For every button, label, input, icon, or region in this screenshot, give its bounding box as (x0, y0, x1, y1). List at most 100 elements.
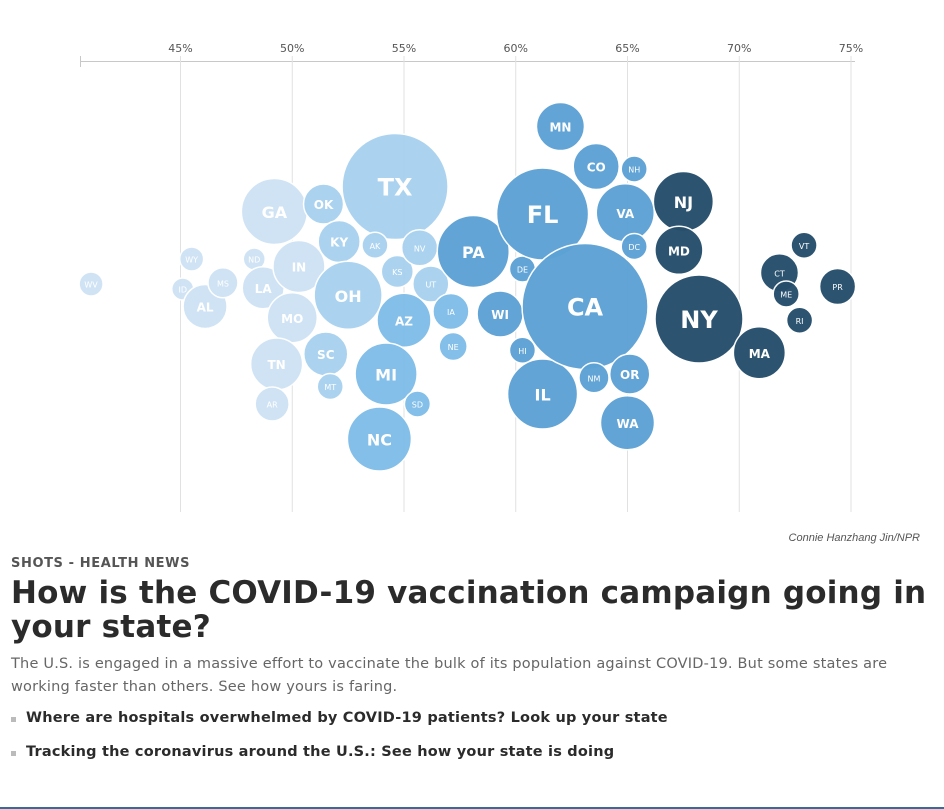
related-link-hospitals[interactable]: Where are hospitals overwhelmed by COVID… (26, 710, 668, 726)
bubble-label-il: IL (534, 386, 550, 405)
bubble-wa (599, 395, 656, 451)
bubble-label-tn: TN (267, 358, 285, 372)
bubble-label-pr: PR (832, 283, 843, 292)
bubble-mi (354, 342, 418, 406)
bubble-label-ak: AK (370, 242, 381, 251)
x-tick-label: 65% (615, 42, 639, 55)
bubble-dc (620, 232, 648, 261)
bubble-label-mo: MO (281, 312, 303, 326)
bubble-label-wy: WY (185, 256, 198, 265)
bubble-label-me: ME (780, 291, 792, 300)
bubble-label-nd: ND (248, 256, 260, 265)
bubble-az (376, 292, 432, 348)
bubble-mn (535, 101, 586, 152)
bottom-divider (0, 807, 944, 809)
bubble-label-mn: MN (549, 121, 571, 135)
bubble-label-ca: CA (567, 294, 604, 322)
bubble-wy (178, 246, 205, 272)
bubble-in (272, 239, 326, 294)
related-link-item[interactable]: Tracking the coronavirus around the U.S.… (11, 744, 668, 778)
bubble-label-al: AL (197, 301, 214, 315)
x-tick-label: 45% (168, 42, 192, 55)
bubble-label-ny: NY (680, 306, 718, 334)
bubble-label-wa: WA (617, 417, 640, 431)
story-headline[interactable]: How is the COVID-19 vaccination campaign… (11, 575, 927, 645)
bubble-label-dc: DC (628, 243, 640, 252)
bubble-pa (436, 214, 511, 289)
bubble-label-sc: SC (317, 348, 335, 362)
bubble-ar (254, 386, 290, 422)
bubble-label-wv: WV (84, 281, 98, 290)
bubble-md (654, 225, 704, 275)
bubble-label-wi: WI (491, 308, 509, 322)
bubble-label-ky: KY (330, 236, 348, 250)
vaccination-bubble-chart: 45% 50% 55% 60% 65% 70% 75% WV WY ID AL MS ND GA LA IN M… (78, 42, 863, 512)
bubble-ut (412, 265, 450, 303)
related-link-item[interactable]: Where are hospitals overwhelmed by COVID… (11, 710, 668, 744)
bubble-label-nj: NJ (674, 193, 693, 212)
bubble-nm (578, 362, 610, 394)
bubble-label-ma: MA (749, 347, 771, 361)
bubble-sd (403, 390, 432, 418)
bubble-ri (785, 306, 814, 334)
bubble-label-ga: GA (262, 203, 288, 222)
bubble-ak (361, 231, 389, 259)
bubble-ia (432, 292, 470, 331)
bubble-label-ne: NE (448, 343, 459, 352)
bubble-label-in: IN (292, 261, 307, 275)
story-teaser: The U.S. is engaged in a massive effort … (11, 656, 888, 695)
bubble-label-pa: PA (462, 243, 485, 262)
bubble-co (572, 142, 620, 191)
bubble-label-ms: MS (217, 279, 229, 288)
bubble-label-nc: NC (367, 431, 392, 450)
bubble-label-nm: NM (588, 374, 601, 383)
bubble-label-sd: SD (412, 401, 423, 410)
bubble-label-nv: NV (414, 244, 426, 253)
bubble-label-ia: IA (447, 308, 455, 317)
bubble-label-vt: VT (799, 242, 809, 251)
bubble-label-mt: MT (324, 383, 336, 392)
bubble-me (772, 280, 800, 308)
bubble-ny (654, 274, 744, 364)
x-tick-label: 70% (727, 42, 751, 55)
bubble-label-ok: OK (314, 198, 334, 212)
bubble-label-ri: RI (796, 317, 804, 326)
bubble-pr (818, 267, 857, 306)
bubble-hi (508, 336, 537, 364)
bubble-label-oh: OH (335, 287, 362, 306)
x-tick-label: 55% (392, 42, 416, 55)
bubble-vt (790, 231, 818, 259)
bubble-ma (732, 326, 787, 380)
bubble-label-ut: UT (425, 281, 436, 290)
bubble-wv (78, 271, 104, 297)
bubble-label-tx: TX (378, 174, 413, 202)
related-link-tracking[interactable]: Tracking the coronavirus around the U.S.… (26, 744, 615, 760)
bubble-label-mi: MI (375, 366, 397, 385)
bubble-label-co: CO (587, 161, 606, 175)
bubble-label-ct: CT (774, 269, 785, 278)
bubble-label-hi: HI (518, 347, 526, 356)
bubble-label-va: VA (616, 207, 634, 221)
bullet-icon (11, 751, 16, 756)
bubble-nc (346, 406, 413, 472)
bubble-label-la: LA (255, 282, 273, 296)
bubble-label-or: OR (620, 368, 639, 382)
x-tick-label: 75% (839, 42, 863, 55)
bubble-il (506, 358, 579, 430)
kicker-link[interactable]: SHOTS - HEALTH NEWS (11, 556, 191, 571)
bubble-label-fl: FL (527, 201, 559, 229)
bubble-ms (207, 267, 239, 299)
bubble-oh (313, 260, 383, 330)
bubble-mt (316, 372, 344, 401)
bubble-label-md: MD (668, 244, 690, 258)
x-tick-label: 50% (280, 42, 304, 55)
bubble-label-de: DE (517, 266, 528, 275)
bubble-label-nh: NH (628, 166, 640, 175)
bubble-label-ar: AR (267, 401, 278, 410)
bubble-label-az: AZ (395, 314, 413, 328)
section-kicker[interactable]: SHOTS - HEALTH NEWS (11, 556, 190, 571)
bubble-nh (620, 155, 648, 183)
bubble-ne (438, 331, 468, 362)
bubble-ks (380, 254, 415, 289)
bullet-icon (11, 717, 16, 722)
